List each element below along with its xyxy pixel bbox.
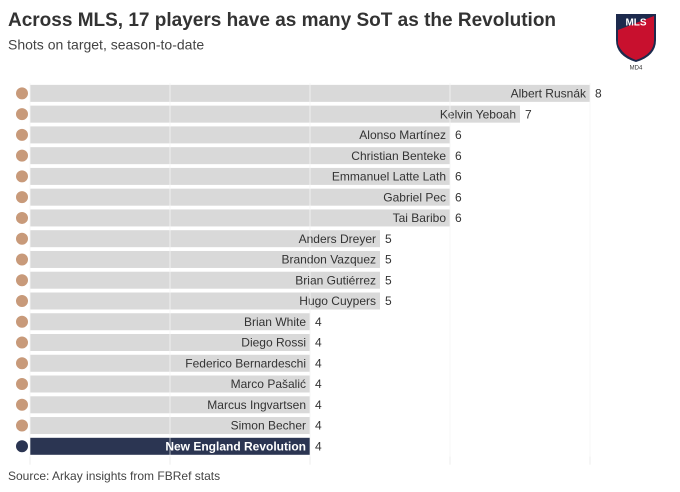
bar [30,167,450,185]
value-label: 5 [385,294,392,308]
value-label: 4 [315,419,322,433]
bar-label: Federico Bernardeschi [185,356,306,370]
bar-label: Christian Benteke [351,149,446,163]
value-label: 8 [595,87,602,101]
bar-label: Marcus Ingvartsen [207,398,306,412]
logo-text: MLS [625,18,646,29]
source: Source: Arkay insights from FBRef stats [8,469,220,483]
player-icon [15,273,29,288]
player-icon [15,293,29,308]
bar [30,105,520,123]
value-label: 5 [385,232,392,246]
player-icon [15,439,29,454]
bar [30,292,380,310]
player-icon [15,231,29,246]
player-icon [15,169,29,184]
player-icon [15,335,29,350]
value-label: 6 [455,128,462,142]
player-icon [15,356,29,371]
player-icon [15,252,29,267]
bar [30,188,450,206]
bar-label: Diego Rossi [241,336,306,350]
value-label: 6 [455,149,462,163]
player-icon [15,418,29,433]
bar-label: Brian White [244,315,306,329]
logo-stripe [618,16,654,60]
player-icon [15,86,29,101]
bar [30,209,450,227]
value-label: 5 [385,253,392,267]
player-icon [15,127,29,142]
bar-label: Gabriel Pec [383,190,446,204]
logo-subtext: MD4 [630,66,643,72]
value-label: 4 [315,336,322,350]
value-label: 6 [455,190,462,204]
bar-label: Simon Becher [231,419,306,433]
player-icon [15,107,29,122]
value-label: 4 [315,315,322,329]
value-label: 4 [315,439,322,453]
player-icon [15,377,29,392]
logo: MLS MD4 [616,14,656,72]
bar-label: New England Revolution [165,439,306,453]
bar-label: Anders Dreyer [299,232,376,246]
value-label: 4 [315,377,322,391]
player-icon [15,210,29,225]
chart-title: Across MLS, 17 players have as many SoT … [8,10,556,31]
player-icon [15,190,29,205]
value-label: 4 [315,356,322,370]
bar-label: Albert Rusnák [511,87,587,101]
bar [30,230,380,248]
value-label: 6 [455,211,462,225]
player-icon [15,148,29,163]
bar [30,271,380,289]
bar [30,250,380,268]
player-icon [15,397,29,412]
bar-label: Kelvin Yeboah [440,107,516,121]
bar [30,147,450,165]
bar-label: Hugo Cuypers [299,294,376,308]
chart-subtitle: Shots on target, season-to-date [8,37,204,53]
bar [30,126,450,144]
value-label: 5 [385,273,392,287]
bar-label: Emmanuel Latte Lath [332,170,446,184]
bar-label: Brandon Vazquez [281,253,376,267]
bar-label: Brian Gutiérrez [295,273,376,287]
player-icon [15,314,29,329]
bar-label: Tai Baribo [393,211,447,225]
bar-label: Alonso Martínez [359,128,446,142]
value-label: 7 [525,107,532,121]
bar-label: Marco Pašalić [231,377,306,391]
value-label: 6 [455,170,462,184]
value-label: 4 [315,398,322,412]
